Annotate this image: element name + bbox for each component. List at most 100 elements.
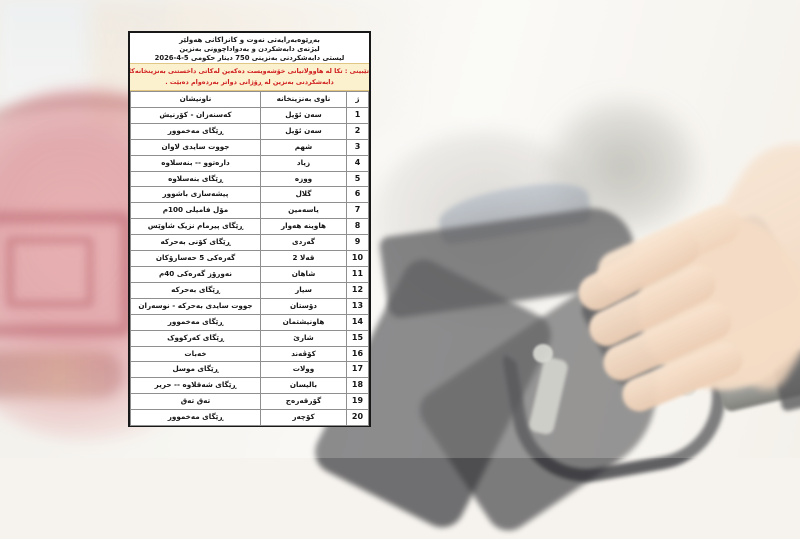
table-row: 3 شهم جووت سایدی لاوان — [130, 138, 369, 156]
col-address-header: ناونیشان — [130, 91, 261, 108]
row-number-cell: 12 — [346, 281, 369, 299]
address-cell: ڕێگای بنەسلاوە — [130, 170, 261, 188]
photo-white-wash — [0, 0, 800, 458]
table-row: 5 ووزە ڕێگای بنەسلاوە — [130, 170, 369, 188]
nozzle-handle — [576, 210, 800, 392]
row-number-cell: 2 — [346, 122, 369, 140]
address-cell: ڕێگای مەخموور — [130, 122, 261, 140]
table-row: 17 وولات ڕێگای موسل — [130, 361, 369, 379]
station-name-cell: سیار — [260, 281, 347, 299]
row-number-cell: 14 — [346, 313, 369, 331]
address-cell: ڕێگای کەرکووک — [130, 329, 261, 347]
row-number-cell: 11 — [346, 265, 369, 283]
committee-title: لیژنەی دابەشکردن و بەدواداچوونی بەنزین — [179, 45, 320, 53]
list-title-date: لیستی دابەشکردنی بەنزینی 750 دینار حکومی… — [154, 54, 345, 62]
row-number-cell: 19 — [346, 393, 369, 411]
row-number-cell: 1 — [346, 106, 369, 124]
address-cell: جووت سایدی لاوان — [130, 138, 261, 156]
table-row: 8 هاوینە هەوار ڕێگای پیرمام نزیک شاوێس — [130, 218, 369, 236]
nozzle-body-top — [378, 202, 640, 320]
directorate-title: بەڕێوەبەرایەتی نەوت و کانزاکانی هەولێر — [179, 36, 320, 44]
taillight-reflector-inner — [6, 236, 94, 308]
finger — [572, 223, 706, 317]
notice-line-1: تێبینی : تکا لە هاوولاتیانی خۆشەویست دەک… — [130, 67, 369, 75]
address-cell: خەبات — [130, 345, 261, 363]
row-number-cell: 17 — [346, 361, 369, 379]
address-cell: کەسنەزان - کۆرنیش — [130, 106, 261, 124]
table-row: 12 سیار ڕێگای بەحرکە — [130, 281, 369, 299]
row-number-cell: 5 — [346, 170, 369, 188]
hand-palm — [604, 188, 800, 424]
nozzle-body-lower — [411, 278, 690, 539]
station-name-cell: سەن ئۆیل — [260, 106, 347, 124]
finger — [617, 337, 748, 417]
nozzle-trigger-guard — [501, 314, 737, 494]
address-cell: ڕێگای بەحرکە — [130, 281, 261, 299]
row-number-cell: 9 — [346, 234, 369, 252]
station-name-cell: گۆرقەرەج — [260, 393, 347, 411]
table-row: 2 سەن ئۆیل ڕێگای مەخموور — [130, 122, 369, 140]
table-row: 9 گەردی ڕێگای کۆنی بەحرکە — [130, 234, 369, 252]
address-cell: ڕێگای کۆنی بەحرکە — [130, 234, 261, 252]
table-row: 6 گلال پیشەسازی باشوور — [130, 186, 369, 204]
row-number-cell: 7 — [346, 202, 369, 220]
table-row: 14 هاونیشتمان ڕێگای مەخموور — [130, 313, 369, 331]
nozzle-hose — [770, 346, 800, 412]
row-number-cell: 6 — [346, 186, 369, 204]
address-cell: ڕێگای شەقلاوە -- حریر — [130, 377, 261, 395]
address-cell: پیشەسازی باشوور — [130, 186, 261, 204]
forearm — [650, 121, 800, 398]
nozzle-chrome-fitting — [709, 330, 800, 414]
row-number-cell: 16 — [346, 345, 369, 363]
table-row: 16 کۆڤەند خەبات — [130, 345, 369, 363]
row-number-cell: 15 — [346, 329, 369, 347]
finger — [597, 297, 738, 387]
row-number-cell: 18 — [346, 377, 369, 395]
station-name-cell: سەن ئۆیل — [260, 122, 347, 140]
station-name-cell: بالیسان — [260, 377, 347, 395]
address-cell: ڕێگای پیرمام نزیک شاوێس — [130, 218, 261, 236]
table-row: 10 قەلا 2 گەرەکی 5 حەسارۆکان — [130, 250, 369, 267]
station-name-cell: گلال — [260, 186, 347, 204]
table-row: 4 زیاد دارەتوو -- بنەسلاوە — [130, 154, 369, 172]
station-name-cell: گەردی — [260, 234, 347, 252]
fuel-door — [368, 132, 600, 322]
address-cell: مۆل فامیلی 100م — [130, 202, 261, 220]
station-name-cell: هاونیشتمان — [260, 313, 347, 331]
col-station-header: ناوی بەنزینخانە — [260, 91, 347, 108]
row-number-cell: 10 — [346, 250, 369, 267]
table-row: 13 دۆستان جووت سایدی بەحرکە - نوسەران — [130, 297, 369, 315]
col-number-header: ژ — [346, 91, 369, 108]
row-number-cell: 3 — [346, 138, 369, 156]
address-cell: ڕێگای مەخموور — [130, 409, 261, 427]
row-number-cell: 8 — [346, 218, 369, 236]
station-name-cell: دۆستان — [260, 297, 347, 315]
nozzle-pivot — [533, 344, 553, 363]
background-shadow — [546, 98, 698, 236]
address-cell: گەرەکی 5 حەسارۆکان — [130, 250, 261, 267]
address-cell: ڕێگای موسل — [130, 361, 261, 379]
nozzle-trigger — [527, 356, 570, 436]
nozzle-rivet — [679, 381, 696, 396]
station-name-cell: وولات — [260, 361, 347, 379]
index-finger — [591, 198, 747, 298]
station-name-cell: شهم — [260, 138, 347, 156]
taillight-lower-strip — [0, 352, 123, 398]
address-cell: جووت سایدی بەحرکە - نوسەران — [130, 297, 261, 315]
station-name-cell: کۆچەر — [260, 409, 347, 427]
taillight-reflector — [0, 212, 132, 336]
table-row: 15 شارێ ڕێگای کەرکووک — [130, 329, 369, 347]
notice-line-2: دابەشکردنی بەنزین لە ڕۆژانی دواتر بەردەو… — [165, 78, 334, 86]
station-name-cell: شارێ — [260, 329, 347, 347]
table-row: 19 گۆرقەرەج تەق تەق — [130, 393, 369, 411]
address-cell: تەق تەق — [130, 393, 261, 411]
table-row: 20 کۆچەر ڕێگای مەخموور — [130, 409, 369, 427]
station-name-cell: یاسەمین — [260, 202, 347, 220]
table-row: 1 سەن ئۆیل کەسنەزان - کۆرنیش — [130, 106, 369, 124]
table-header-row: ژ ناوی بەنزینخانە ناونیشان — [130, 91, 369, 108]
station-name-cell: زیاد — [260, 154, 347, 172]
table-row: 7 یاسەمین مۆل فامیلی 100م — [130, 202, 369, 220]
document-header: بەڕێوەبەرایەتی نەوت و کانزاکانی هەولێر ل… — [130, 33, 369, 63]
row-number-cell: 20 — [346, 409, 369, 427]
